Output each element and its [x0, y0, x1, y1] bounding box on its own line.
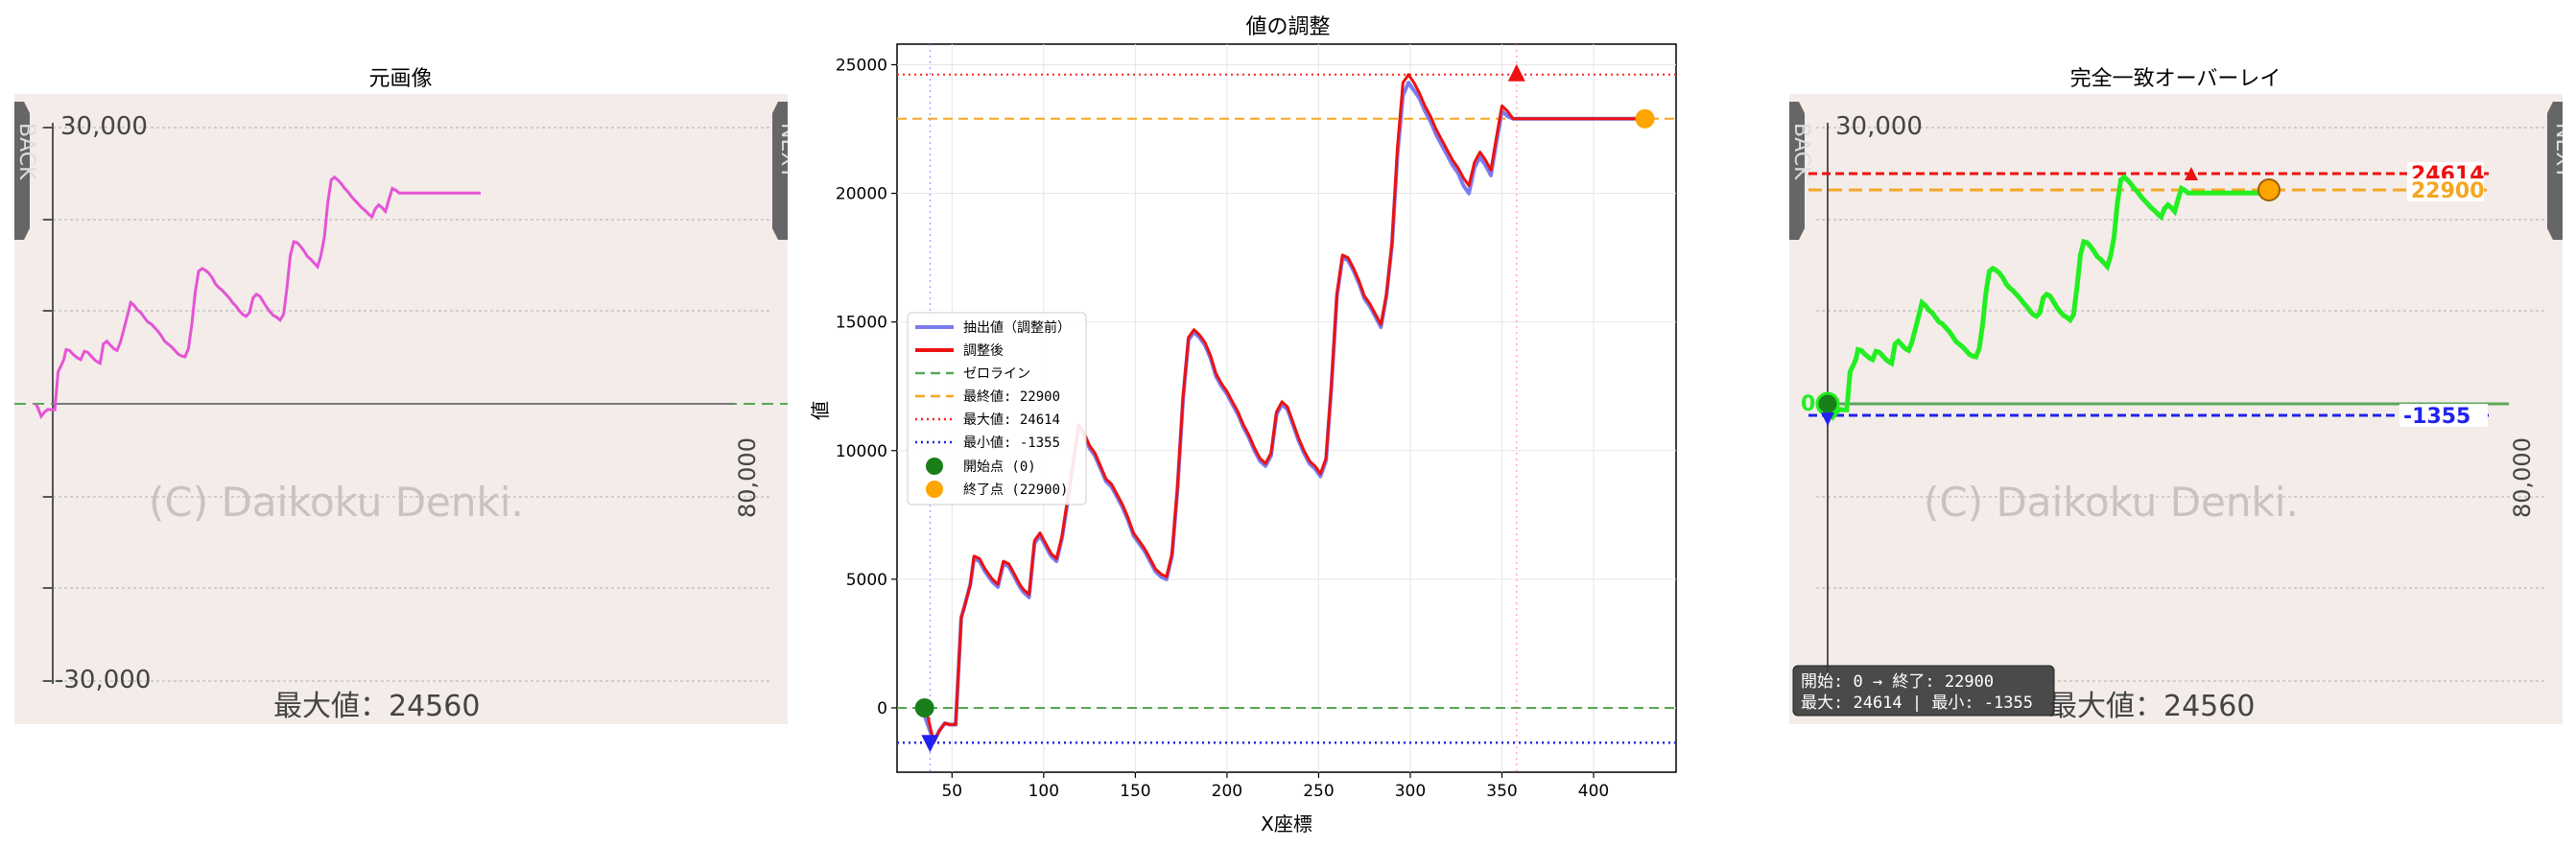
legend-box [907, 312, 1087, 506]
next-tab-label: NEXT [776, 123, 788, 179]
legend-entry: 最終値: 22900 [963, 389, 1060, 405]
y-tick-label: 0 [877, 699, 887, 718]
overlay-max-marker [2185, 167, 2198, 180]
watermark: (C) Daikoku Denki. [1924, 479, 2299, 526]
legend-entry: ゼロライン [963, 366, 1030, 382]
min-tag-bg [2399, 404, 2488, 427]
watermark: (C) Daikoku Denki. [149, 479, 524, 526]
x-tick-label: 350 [1486, 782, 1517, 801]
screenshot-graph-line [34, 175, 481, 419]
info-box [1792, 665, 2055, 717]
original-screenshot: BACK NEXT 30,000 -30,000 80,000 (C) Daik… [14, 94, 788, 724]
next-tab [2547, 102, 2563, 240]
overlay-start-point [1815, 391, 1840, 416]
end-point [1635, 108, 1655, 129]
info-line-2: 最大: 24614 | 最小: -1355 [1801, 694, 2033, 713]
min-tag: -1355 [2403, 405, 2470, 429]
back-tab-label: BACK [14, 123, 38, 180]
max-marker [1507, 63, 1525, 82]
x-tick-label: 300 [1395, 782, 1426, 801]
legend: 抽出値（調整前） 調整後 ゼロライン 最終値: 22900 最大値: 24614… [907, 312, 1087, 506]
final-tag-bg [2407, 178, 2484, 201]
next-tab [772, 102, 788, 240]
markers [914, 63, 1655, 753]
max-caption: 最大値：24560 [273, 690, 480, 723]
y-tick-label: 10000 [836, 442, 887, 461]
legend-swatch-start [926, 458, 943, 475]
ticks: 50 100 150 200 250 300 350 400 0 5000 10000 15000 20… [836, 56, 1609, 801]
y-tick-label: 5000 [846, 571, 887, 590]
screenshot-background [14, 94, 788, 724]
x-tick-label: 200 [1212, 782, 1242, 801]
legend-entry: 調整後 [963, 343, 1004, 359]
series [922, 73, 1645, 744]
x-tick-label: 50 [941, 782, 962, 801]
panel-title-original: 元画像 [368, 67, 433, 91]
overlay-end-point [2257, 178, 2281, 201]
legend-swatch-end [926, 481, 943, 498]
max-caption: 最大値：24560 [2048, 690, 2255, 723]
overlay-graph-line [1825, 174, 2269, 421]
x-axis-label: X座標 [1261, 812, 1312, 835]
legend-entry: 抽出値（調整前） [963, 319, 1071, 336]
zero-tag: 0 [1801, 392, 1815, 416]
min-marker [921, 735, 939, 753]
overlay-min-marker [1821, 412, 1834, 426]
screenshot-gridlines [41, 127, 772, 682]
panel-title-overlay: 完全一致オーバーレイ [2069, 67, 2281, 91]
x-tick-label: 250 [1303, 782, 1334, 801]
x-tick-label: 400 [1578, 782, 1609, 801]
x-tick-label: 100 [1028, 782, 1059, 801]
back-tab-label: BACK [1789, 123, 1813, 180]
side-label: 80,000 [734, 437, 761, 518]
back-tab [1789, 102, 1805, 240]
legend-entry: 最大値: 24614 [963, 412, 1060, 428]
y-tick-label: 15000 [836, 314, 887, 333]
info-line-1: 開始: 0 → 終了: 22900 [1801, 672, 1994, 692]
overlay-screenshot: BACK NEXT 30,000 80,000 (C) Daikoku Denk… [1789, 94, 2563, 724]
y-top-label: 30,000 [60, 112, 148, 141]
start-point [914, 697, 934, 718]
next-tab-label: NEXT [2551, 123, 2563, 179]
panel-title-adjust: 値の調整 [1245, 15, 1331, 39]
legend-entry: 終了点 (22900) [963, 482, 1068, 498]
y-axis-label: 値 [809, 401, 832, 420]
y-top-label: 30,000 [1835, 112, 1923, 141]
y-bottom-label: -30,000 [55, 666, 151, 694]
y-tick-label: 25000 [836, 56, 887, 75]
side-label: 80,000 [2509, 437, 2536, 518]
back-tab [14, 102, 30, 240]
series-adjusted-line [923, 73, 1645, 744]
final-tag: 22900 [2411, 179, 2485, 203]
y-tick-label: 20000 [836, 185, 887, 204]
legend-entry: 最小値: -1355 [963, 435, 1060, 451]
legend-entry: 開始点 (0) [963, 459, 1036, 475]
x-tick-label: 150 [1120, 782, 1150, 801]
